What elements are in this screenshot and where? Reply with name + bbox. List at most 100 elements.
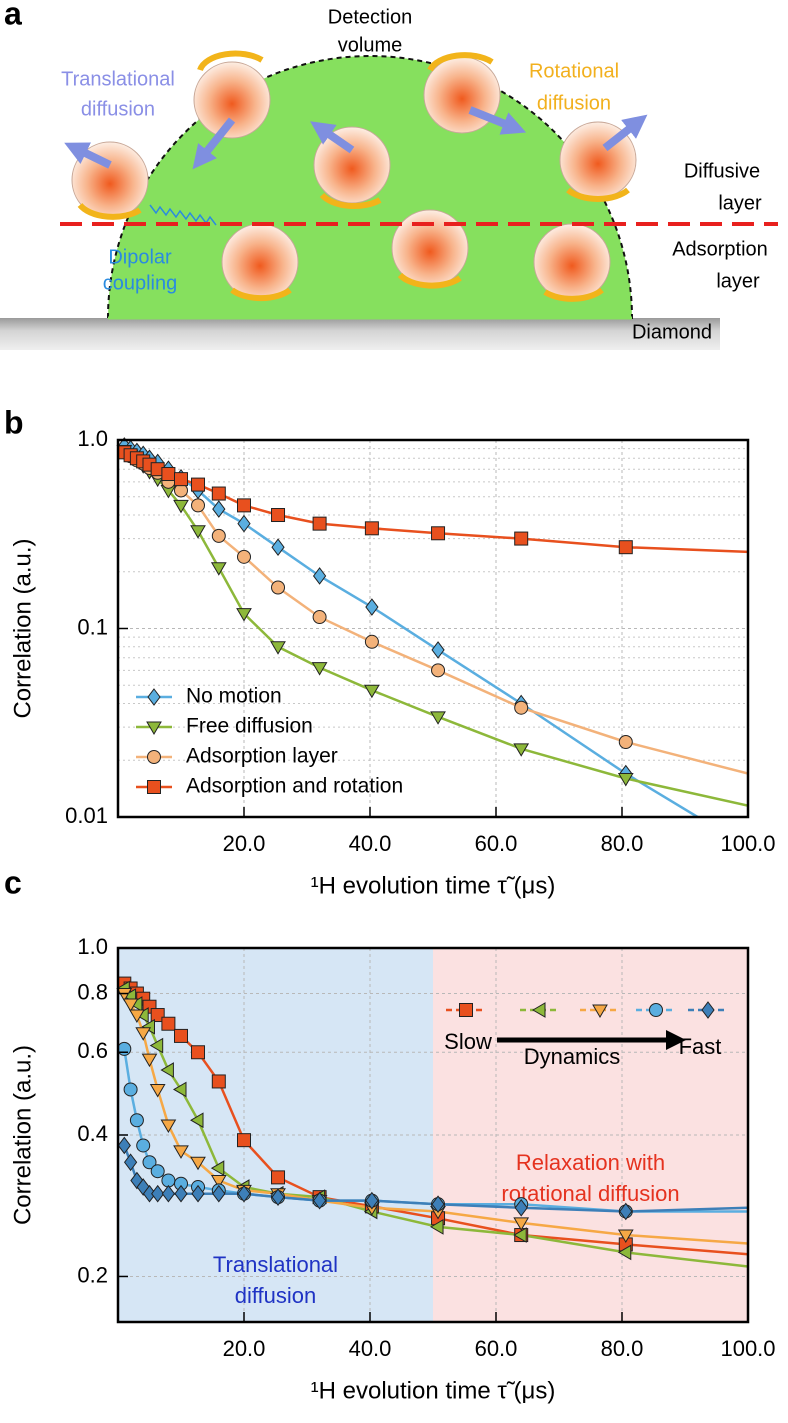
molecule <box>193 61 271 139</box>
marker <box>160 1119 177 1134</box>
legend-label: Adsorption and rotation <box>186 775 403 798</box>
marker <box>149 1083 166 1098</box>
marker <box>271 538 285 557</box>
molecule <box>533 223 611 301</box>
translation-arrows <box>64 106 648 170</box>
marker <box>701 1001 715 1019</box>
x-axis-label: ¹H evolution time τ̃ (μs) <box>311 872 556 899</box>
rotation-arrow <box>543 287 604 302</box>
rotation-arrow <box>319 192 382 210</box>
marker <box>123 1082 138 1097</box>
marker <box>212 500 226 518</box>
marker <box>617 1244 632 1261</box>
label: Detection <box>328 6 413 28</box>
marker <box>237 514 251 533</box>
dipolar-coupling-line <box>149 204 217 226</box>
marker <box>312 516 327 531</box>
marker <box>431 663 446 678</box>
region-label: rotational diffusion <box>501 1181 679 1206</box>
panel-label: b <box>4 404 24 440</box>
marker <box>129 1113 144 1128</box>
y-tick-label: 1.0 <box>77 426 108 451</box>
marker <box>122 998 139 1013</box>
marker <box>210 562 227 576</box>
marker <box>270 641 286 655</box>
marker <box>173 499 189 514</box>
marker <box>237 1133 251 1148</box>
marker <box>514 700 529 715</box>
rotation-arrow <box>566 187 630 202</box>
label: volume <box>338 34 402 56</box>
marker <box>311 662 328 676</box>
marker <box>271 1188 285 1206</box>
x-tick-label: 20.0 <box>223 831 266 856</box>
label: Diamond <box>632 321 712 343</box>
marker <box>513 1227 527 1243</box>
marker <box>136 1138 151 1153</box>
marker <box>150 1164 165 1179</box>
marker <box>191 477 206 492</box>
molecule <box>313 126 391 204</box>
marker <box>117 1136 131 1155</box>
region-label: Translational <box>213 1252 338 1277</box>
translation-arrow <box>310 121 355 154</box>
marker <box>210 1175 227 1189</box>
label: diffusion <box>537 92 611 114</box>
diamond-substrate <box>0 318 720 350</box>
marker <box>150 1008 165 1023</box>
marker <box>149 1037 164 1054</box>
marker <box>649 1003 663 1017</box>
marker <box>237 549 251 564</box>
marker <box>190 1156 206 1171</box>
marker <box>161 467 176 482</box>
label: Adsorption <box>672 238 768 260</box>
marker <box>532 1002 546 1018</box>
x-tick-label: 40.0 <box>349 1336 392 1361</box>
marker <box>312 610 327 625</box>
translation-arrow <box>192 117 236 170</box>
marker <box>431 641 445 659</box>
marker <box>430 1219 444 1235</box>
legend-label: No motion <box>186 685 282 708</box>
y-tick-label: 0.6 <box>77 1038 108 1063</box>
y-tick-label: 0.1 <box>77 614 108 639</box>
y-tick-label: 0.01 <box>65 803 108 828</box>
y-axis-label: Correlation (a.u.) <box>9 1045 36 1225</box>
label: layer <box>718 192 762 214</box>
marker <box>364 521 379 536</box>
marker <box>174 1184 188 1203</box>
legend-label: Fast <box>679 1034 722 1059</box>
legend-label: Slow <box>444 1029 492 1054</box>
x-tick-label: 100.0 <box>720 831 775 856</box>
marker <box>513 1217 530 1231</box>
marker <box>364 634 379 649</box>
translation-arrow <box>468 106 527 135</box>
marker <box>117 1041 132 1056</box>
marker <box>160 1062 174 1078</box>
y-tick-label: 0.4 <box>77 1121 108 1146</box>
panel-label: a <box>4 0 22 31</box>
rotation-arrow <box>77 202 142 220</box>
marker <box>513 743 530 757</box>
marker <box>237 1184 251 1203</box>
marker <box>161 1184 176 1203</box>
y-tick-label: 0.2 <box>77 1262 108 1287</box>
marker <box>364 684 380 699</box>
rotation-arrows <box>77 50 630 302</box>
marker <box>141 1053 158 1068</box>
marker <box>365 598 379 616</box>
marker <box>191 498 206 513</box>
label: Diffusive <box>684 160 760 182</box>
marker <box>592 1004 608 1018</box>
marker <box>212 1184 226 1203</box>
marker <box>161 1016 176 1031</box>
marker <box>173 1081 187 1098</box>
marker <box>211 486 226 501</box>
marker <box>237 498 251 513</box>
marker <box>617 1229 634 1244</box>
marker <box>142 1155 157 1170</box>
marker <box>129 1009 145 1024</box>
diagram: a Detection volume Translational diffusi… <box>0 0 778 350</box>
marker <box>312 567 327 585</box>
marker <box>116 988 133 1002</box>
